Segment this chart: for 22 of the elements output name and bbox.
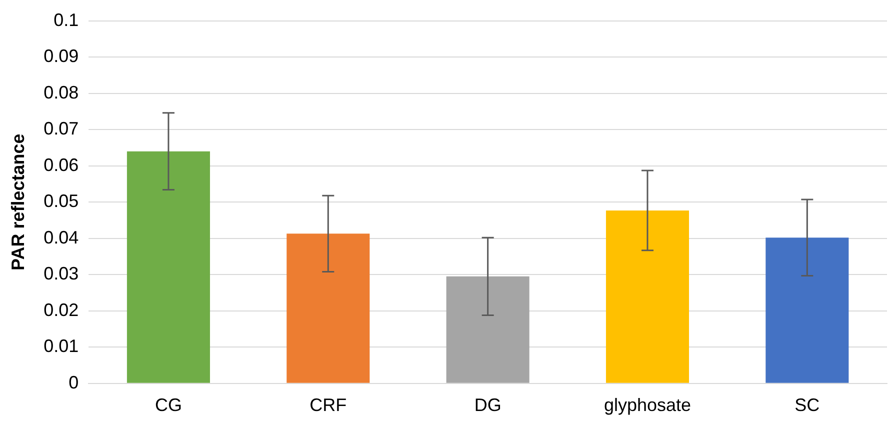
x-tick-label: DG <box>474 395 502 416</box>
y-tick-label: 0 <box>68 372 79 392</box>
bar <box>286 234 370 383</box>
y-tick-label: 0.02 <box>44 300 79 320</box>
y-tick-label: 0.01 <box>44 336 79 356</box>
y-tick-label: 0.07 <box>44 118 79 139</box>
y-tick-label: 0.03 <box>44 264 79 284</box>
y-tick-label: 0.04 <box>44 227 79 248</box>
bar <box>606 210 690 383</box>
x-tick-label: CRF <box>310 395 347 416</box>
y-tick-label: 0.08 <box>44 82 79 102</box>
y-axis-title: PAR reflectance <box>8 134 28 270</box>
y-tick-label: 0.1 <box>54 10 79 30</box>
x-tick-label: SC <box>794 395 820 416</box>
bar <box>126 151 210 383</box>
y-tick-label: 0.05 <box>44 191 79 212</box>
y-tick-label: 0.06 <box>44 154 79 175</box>
bar <box>766 238 849 383</box>
x-tick-label: CG <box>154 395 182 416</box>
bar <box>446 276 530 383</box>
y-tick-label: 0.09 <box>44 46 79 66</box>
x-tick-label: glyphosate <box>604 395 692 416</box>
